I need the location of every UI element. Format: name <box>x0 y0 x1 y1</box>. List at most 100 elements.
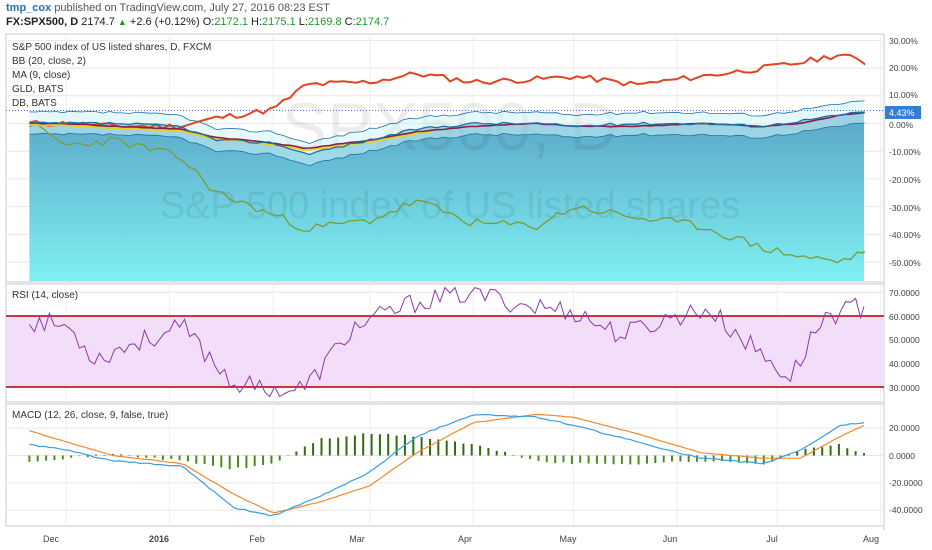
macd-histogram-bar <box>846 448 849 456</box>
macd-histogram-bar <box>512 455 515 456</box>
legend-db[interactable]: DB, BATS <box>12 98 57 109</box>
macd-histogram-bar <box>470 444 473 456</box>
macd-histogram-bar <box>345 436 348 456</box>
tick-rsi-40: 40.0000 <box>889 359 920 369</box>
macd-histogram-bar <box>637 455 640 465</box>
tick-macd-20: 20.0000 <box>889 423 920 433</box>
macd-histogram-bar <box>420 437 423 456</box>
db-line[interactable] <box>29 122 865 264</box>
macd-histogram-bar <box>737 455 740 463</box>
tick-rsi-60: 60.0000 <box>889 312 920 322</box>
macd-histogram-bar <box>779 455 782 458</box>
tick-main-30: 30.00% <box>889 36 918 46</box>
macd-axis-labels: 20.0000 0.0000 -20.0000 -40.0000 <box>889 423 923 515</box>
spx-line[interactable] <box>29 111 865 156</box>
macd-histogram-bar <box>270 455 273 464</box>
macd-histogram-bar <box>754 455 757 464</box>
macd-histogram-bar <box>746 455 749 464</box>
legend-spx[interactable]: S&P 500 index of US listed shares, D, FX… <box>12 42 211 53</box>
close-value: 2174.7 <box>355 16 390 28</box>
current-value-badge <box>885 106 921 119</box>
tick-main-10: 10.00% <box>889 90 918 100</box>
macd-histogram-bar <box>537 455 540 461</box>
tick-macd-neg20: -20.0000 <box>889 478 923 488</box>
up-arrow-icon: ▲ <box>117 17 127 27</box>
macd-histogram-bar <box>395 435 398 456</box>
macd-histogram-bar <box>454 441 456 456</box>
rsi-line[interactable] <box>28 286 865 398</box>
legend-macd[interactable]: MACD (12, 26, close, 9, false, true) <box>12 410 168 421</box>
tick-rsi-70: 70.0000 <box>889 288 920 298</box>
macd-histogram-bar <box>136 455 139 458</box>
bb-upper-line <box>29 100 865 144</box>
macd-histogram-bar <box>111 453 114 456</box>
watermark-description: S&P 500 index of US listed shares <box>160 185 740 227</box>
macd-histogram-bar <box>203 455 206 465</box>
low-label: L: <box>298 16 308 28</box>
macd-histogram-bar <box>312 443 315 456</box>
macd-histogram-bar <box>545 455 548 463</box>
macd-histogram-bar <box>228 455 231 470</box>
macd-histogram-bar <box>679 455 682 462</box>
symbol-quote-line: FX:SPX500, D 2174.7 ▲ +2.6 (+0.12%) O:21… <box>6 16 389 28</box>
macd-histogram-bar <box>353 435 356 456</box>
macd-histogram-bar <box>61 455 64 460</box>
macd-histogram-bar <box>520 455 523 458</box>
macd-histogram-bar <box>253 455 256 466</box>
high-value: 2175.1 <box>262 16 296 28</box>
open-value: 2172.1 <box>214 16 248 28</box>
bb-lower-line <box>29 122 865 167</box>
main-legend: S&P 500 index of US listed shares, D, FX… <box>12 42 211 109</box>
macd-histogram-bar <box>495 450 498 456</box>
macd-histogram-bar <box>612 455 615 465</box>
high-label: H: <box>251 16 263 28</box>
tick-main-neg10: -10.00% <box>889 147 921 157</box>
last-price: 2174.7 <box>81 16 115 28</box>
macd-histogram-bar <box>320 438 323 456</box>
macd-histogram-bar <box>103 455 106 456</box>
macd-histogram-bar <box>854 451 857 456</box>
x-label-dec: Dec <box>43 534 60 544</box>
legend-rsi[interactable]: RSI (14, close) <box>12 290 78 301</box>
x-label-feb: Feb <box>249 534 265 544</box>
low-value: 2169.8 <box>307 16 342 28</box>
publisher-line: tmp_cox published on TradingView.com, Ju… <box>6 2 330 14</box>
macd-histogram-bar <box>654 455 657 464</box>
macd-histogram-bar <box>53 455 56 461</box>
tick-rsi-30: 30.0000 <box>889 383 920 393</box>
macd-histogram-bar <box>579 455 582 463</box>
macd-histogram-bar <box>262 455 265 466</box>
macd-histogram-bar <box>729 455 732 462</box>
macd-histogram-bar <box>370 434 373 456</box>
macd-histogram-bar <box>487 448 490 456</box>
macd-panel[interactable] <box>5 403 885 527</box>
publisher-user-link[interactable]: tmp_cox <box>6 2 52 14</box>
symbol-name: FX:SPX500, D <box>6 16 79 28</box>
time-axis[interactable]: Dec 2016 Feb Mar Apr May Jun Jul Aug <box>43 534 879 544</box>
macd-histogram-bar <box>245 455 248 468</box>
macd-histogram-bar <box>161 455 164 460</box>
macd-histogram-bar <box>287 455 290 456</box>
macd-histogram-bar <box>696 455 698 462</box>
tick-main-0: 0.00% <box>889 120 914 130</box>
macd-histogram-bar <box>70 455 73 458</box>
macd-histogram-bar <box>821 447 824 456</box>
macd-line[interactable] <box>29 413 865 517</box>
macd-histogram-bar <box>529 455 532 460</box>
macd-histogram-bar <box>212 455 214 466</box>
macd-histogram-bar <box>95 454 98 456</box>
legend-gld[interactable]: GLD, BATS <box>12 84 64 95</box>
macd-histogram <box>28 433 865 470</box>
macd-histogram-bar <box>721 455 724 461</box>
gld-line[interactable] <box>29 53 865 131</box>
legend-bb[interactable]: BB (20, close, 2) <box>12 56 86 67</box>
macd-signal-line[interactable] <box>29 413 865 514</box>
macd-histogram-bar <box>587 455 590 464</box>
macd-histogram-bar <box>36 455 39 462</box>
macd-histogram-bar <box>562 455 565 463</box>
legend-ma[interactable]: MA (9, close) <box>12 70 70 81</box>
macd-histogram-bar <box>662 455 665 463</box>
macd-histogram-bar <box>337 437 340 456</box>
x-label-2016: 2016 <box>149 534 169 544</box>
